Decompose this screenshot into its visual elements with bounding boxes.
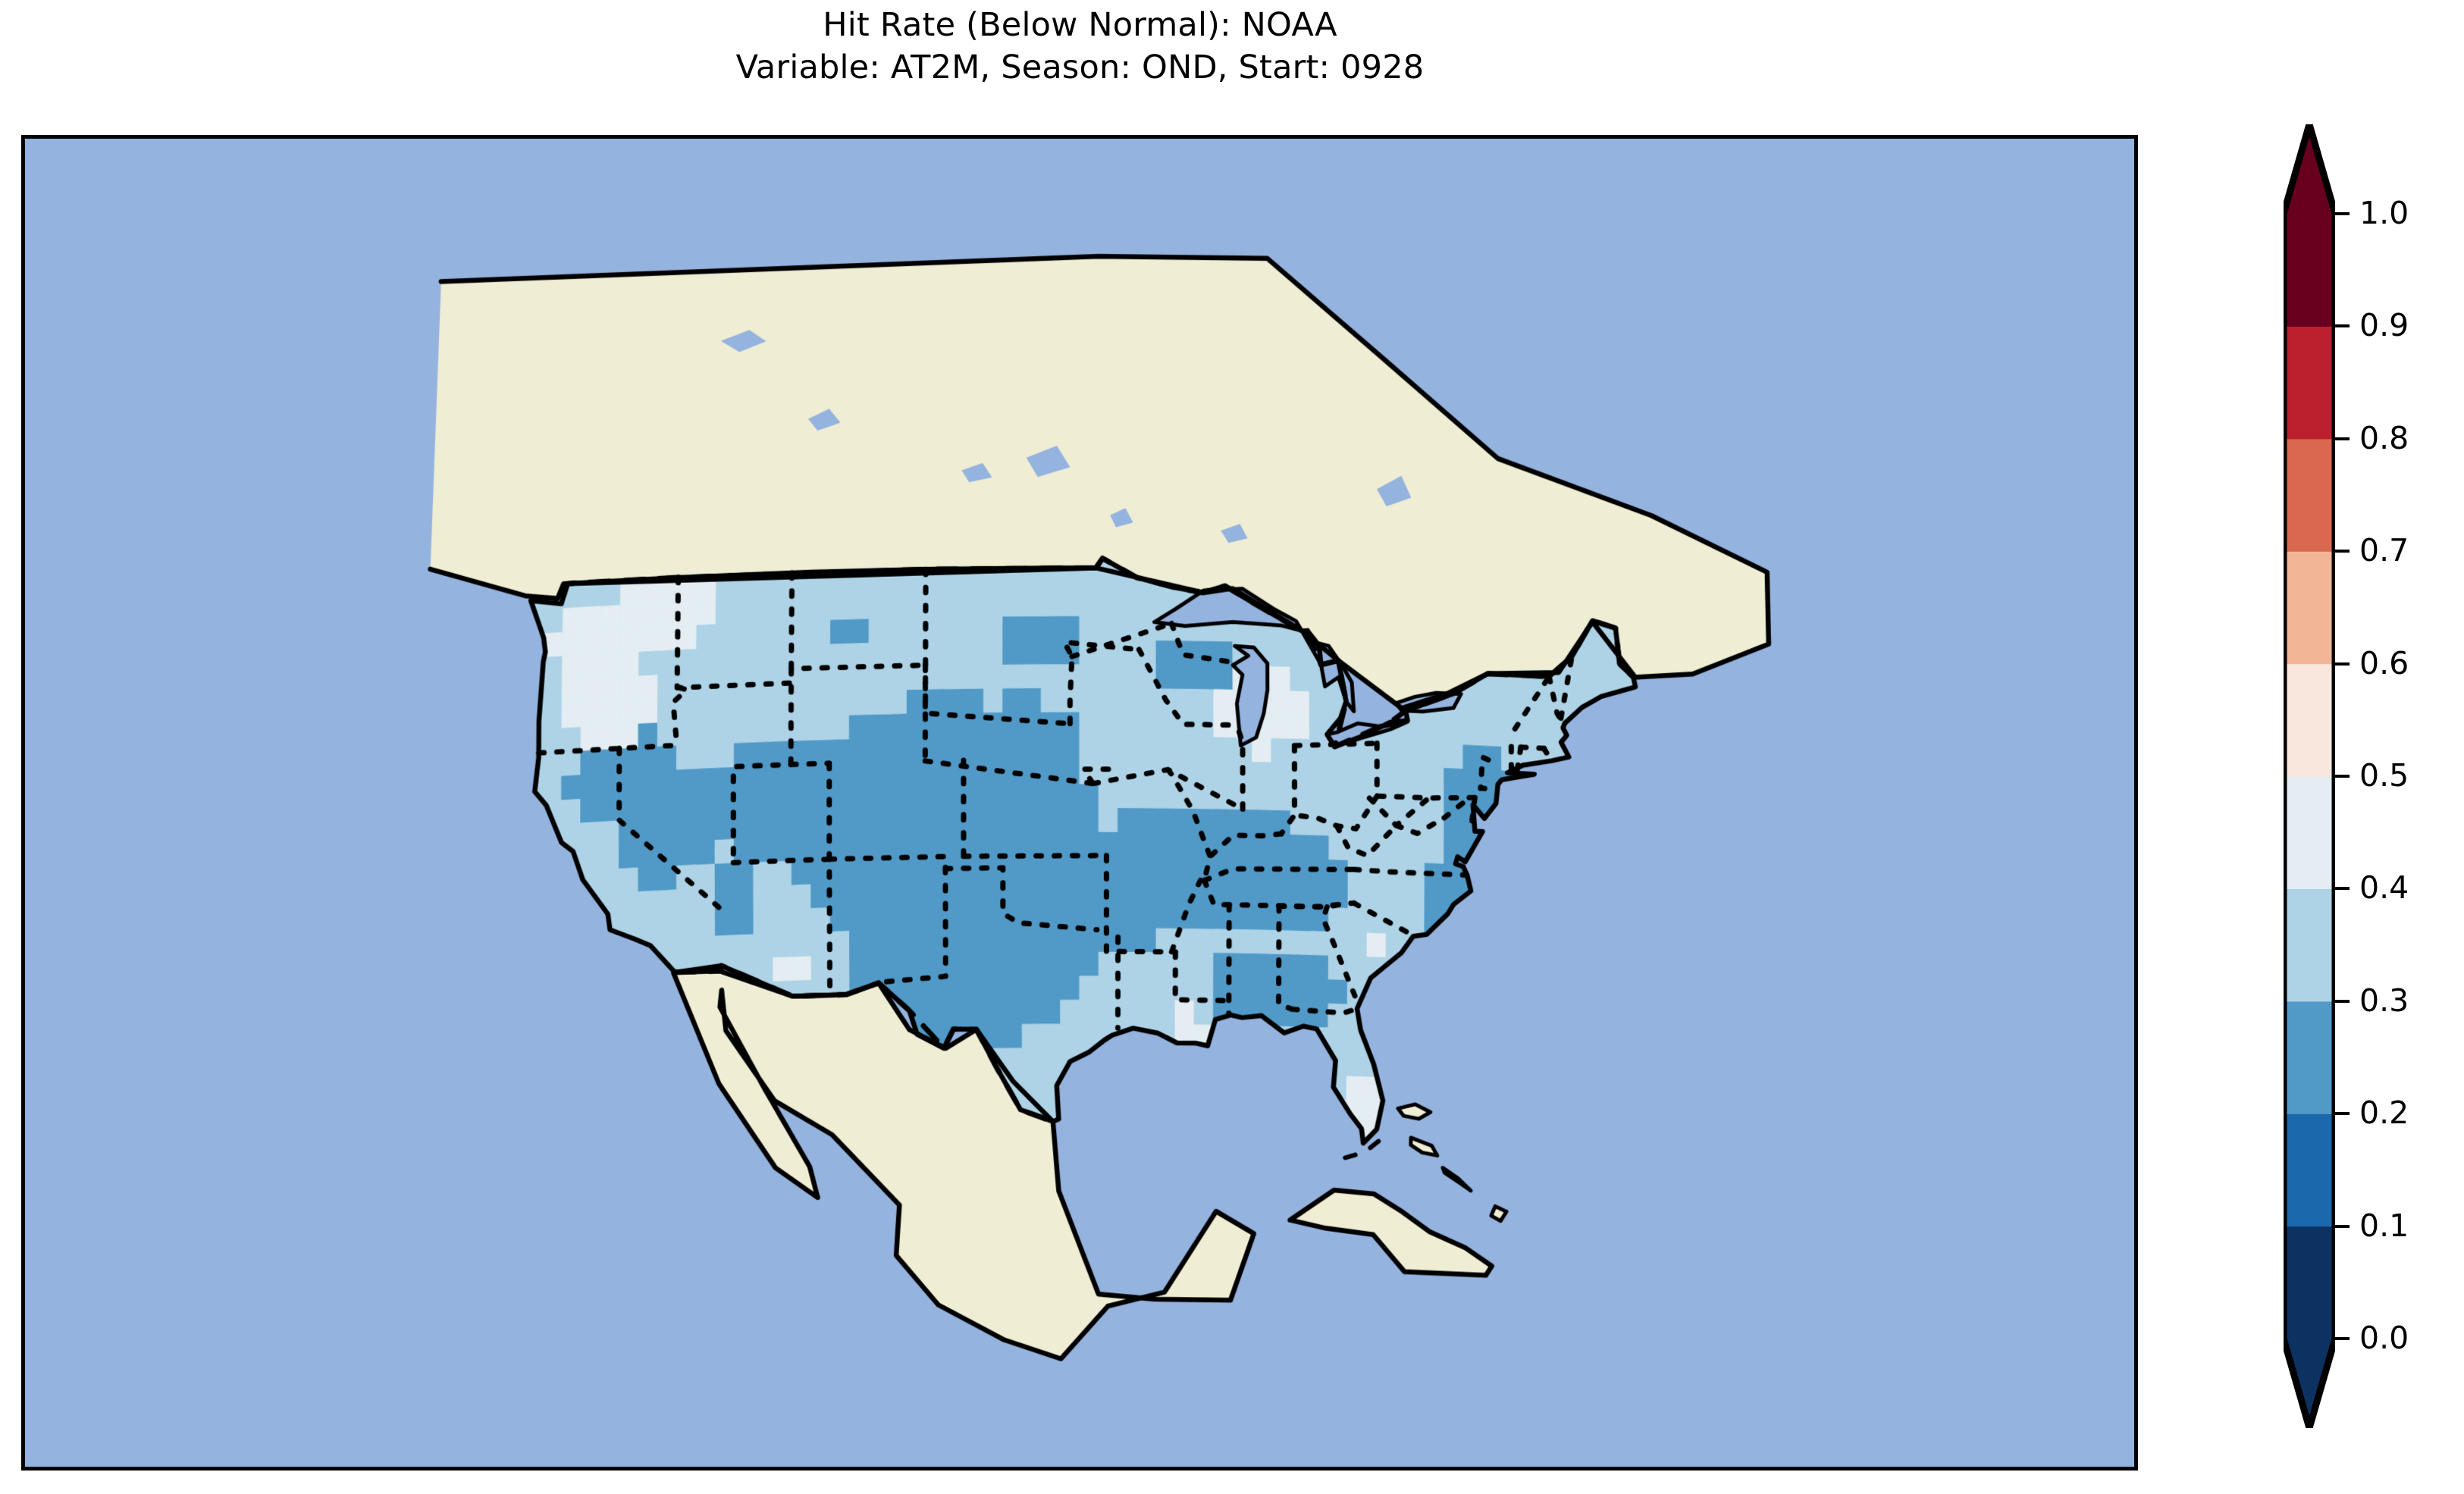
colorbar-tick-label: 0.9 — [2359, 307, 2409, 344]
colorbar-ticks: 1.0 0.9 0.8 0.7 0.6 0.5 0.4 0.3 0.2 0.1 0.0 — [2335, 124, 2464, 1428]
title-line-1: Hit Rate (Below Normal): NOAA — [823, 6, 1337, 44]
hit-rate-heatmap-canvas — [25, 139, 2134, 1467]
colorbar-tick-mark — [2335, 1112, 2350, 1116]
colorbar-tick-mark — [2335, 999, 2350, 1003]
colorbar-tick-label: 0.6 — [2359, 644, 2409, 681]
title-line-2: Variable: AT2M, Season: OND, Start: 0928 — [735, 48, 1425, 86]
colorbar-tick-mark — [2335, 550, 2350, 553]
colorbar-gradient — [2284, 124, 2335, 1428]
colorbar-tick-mark — [2335, 324, 2350, 328]
chart-title: Hit Rate (Below Normal): NOAA Variable: … — [0, 5, 2160, 89]
colorbar-tick-mark — [2335, 1224, 2350, 1228]
colorbar-tick-label: 0.4 — [2359, 869, 2409, 907]
colorbar-tick-label: 0.3 — [2359, 982, 2409, 1019]
colorbar-tick-label: 0.2 — [2359, 1095, 2409, 1132]
colorbar-tick-mark — [2335, 775, 2350, 778]
colorbar-tick-mark — [2335, 212, 2350, 215]
colorbar-tick-mark — [2335, 437, 2350, 440]
colorbar-tick-mark — [2335, 887, 2350, 891]
colorbar: 1.00.90.80.70.60.50.40.30.20.10.0 Hit Ra… — [2284, 124, 2464, 1428]
colorbar-tick-label: 0.8 — [2359, 419, 2409, 456]
colorbar-bands-svg — [2284, 124, 2335, 1428]
colorbar-tick-label: 0.7 — [2359, 532, 2409, 569]
colorbar-tick-mark — [2335, 662, 2350, 666]
colorbar-tick-label: 0.1 — [2359, 1207, 2409, 1244]
colorbar-tick-mark — [2335, 1337, 2350, 1340]
colorbar-tick-label: 1.0 — [2359, 195, 2409, 231]
colorbar-tick-label: 0.5 — [2359, 757, 2409, 794]
map-panel — [21, 135, 2138, 1471]
colorbar-tick-label: 0.0 — [2359, 1320, 2409, 1356]
